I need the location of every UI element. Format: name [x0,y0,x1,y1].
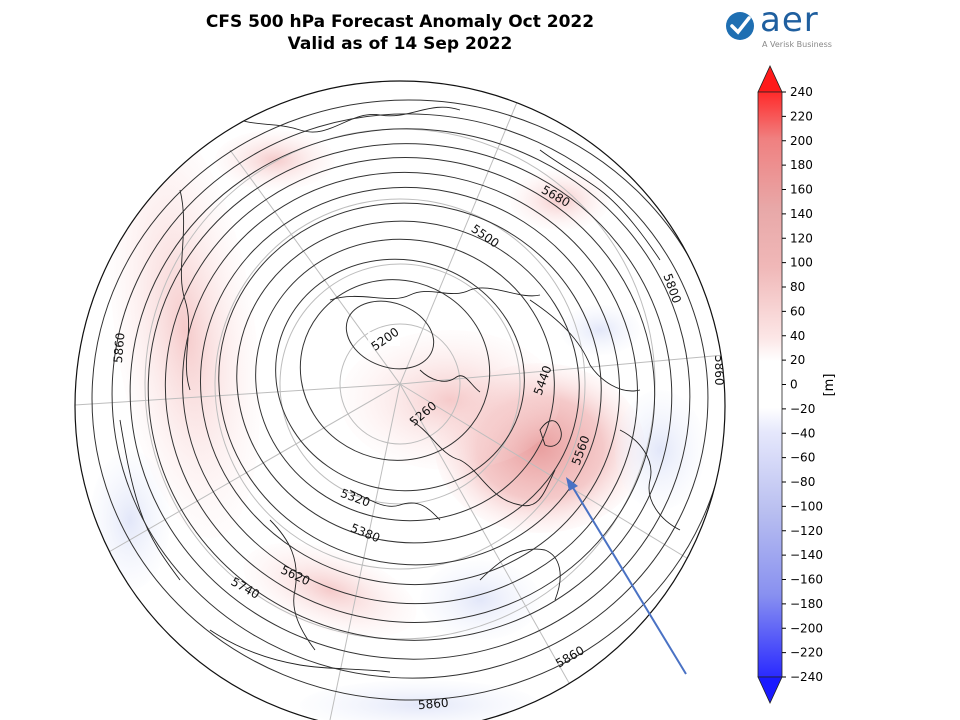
colorbar-tick-label: 200 [790,134,813,148]
colorbar-tick-label: 160 [790,183,813,197]
colorbar-tick-label: 140 [790,207,813,221]
anomaly-shading [90,121,705,720]
colorbar-tick-label: 180 [790,158,813,172]
colorbar-tick-label: 20 [790,353,805,367]
colorbar-label: [m] [822,374,837,397]
colorbar-tick-label: −60 [790,451,815,465]
colorbar-tick-label: −160 [790,573,823,587]
colorbar-tick-label: 220 [790,109,813,123]
colorbar-tick-label: −140 [790,548,823,562]
height-contours [91,99,725,701]
colorbar-min-triangle [757,676,783,704]
globe-outline [74,80,726,720]
colorbar-tick-label: −200 [790,621,823,635]
map-title-line1: CFS 500 hPa Forecast Anomaly Oct 2022 [205,12,595,32]
logo-text: aer [760,0,819,40]
colorbar-tick-label: −80 [790,475,815,489]
annotation-arrow [566,477,687,675]
colorbar-tick-label: −220 [790,646,823,660]
colorbar-tick-label: 120 [790,231,813,245]
colorbar [757,65,783,704]
colorbar-tick-label: 0 [790,378,798,392]
aer-logo-icon [726,12,754,40]
colorbar-tick-label: 40 [790,329,805,343]
logo-subtitle: A Verisk Business [762,40,832,49]
globe: 5200 5260 5320 5380 5440 5500 5560 5620 … [75,81,725,720]
colorbar-tick-label: −100 [790,499,823,513]
coastlines [119,106,681,673]
contour-label-5860-bottom: 5860 [417,696,449,713]
colorbar-tick-label: 80 [790,280,805,294]
colorbar-tick-label: −20 [790,402,815,416]
colorbar-tick-label: 60 [790,304,805,318]
contour-label-5860-west: 5860 [111,332,128,364]
colorbar-tick-label: −120 [790,524,823,538]
colorbar-ticks: 240220200180160140120100806040200−20−40−… [782,85,823,684]
colorbar-max-triangle [757,65,783,93]
colorbar-tick-label: −240 [790,670,823,684]
colorbar-tick-label: −40 [790,426,815,440]
colorbar-bar [757,91,783,678]
colorbar-tick-label: 100 [790,256,813,270]
colorbar-tick-label: 240 [790,85,813,99]
map-title-line2: Valid as of 14 Sep 2022 [287,34,513,54]
colorbar-tick-label: −180 [790,597,823,611]
